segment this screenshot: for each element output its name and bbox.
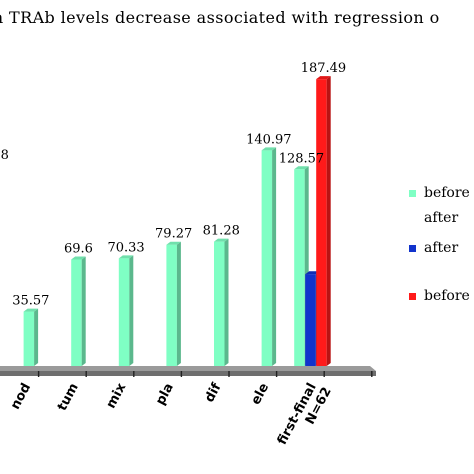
tick-label-6: ele — [249, 381, 273, 408]
tick-label-4: pla — [153, 381, 177, 408]
bar-pla-0 — [166, 241, 181, 366]
bar-dif-0 — [214, 238, 229, 366]
legend-label: after — [424, 210, 458, 226]
legend-label: before — [424, 288, 470, 304]
legend-swatch — [409, 293, 416, 300]
chart-title: m TRAb levels decrease associated with r… — [0, 8, 440, 27]
legend-swatch — [409, 190, 416, 197]
bar-ele-0 — [261, 147, 277, 366]
bar-mix-0 — [118, 255, 134, 366]
bar-nod-0 — [23, 308, 39, 366]
tick-label-2: tum — [55, 381, 82, 414]
value-label: 81.28 — [203, 224, 240, 239]
value-label: 130.8 — [0, 148, 9, 163]
bar-tum-0 — [71, 256, 86, 366]
tick-label-3: mix — [104, 380, 130, 411]
bars — [23, 76, 331, 367]
value-label: 35.57 — [12, 294, 49, 309]
tick-label-1: nod — [8, 381, 34, 412]
value-label: 187.49 — [301, 61, 347, 76]
value-label: 140.97 — [246, 132, 292, 147]
tick-label-5: dif — [202, 381, 225, 405]
value-label: 70.33 — [107, 240, 144, 255]
legend-label: before — [424, 185, 470, 201]
value-label: 128.57 — [279, 151, 325, 166]
legend-swatch — [409, 245, 416, 252]
floor-front — [0, 371, 376, 376]
floor-top — [0, 366, 376, 371]
plot-floor — [0, 366, 376, 377]
legend-label: after — [424, 240, 458, 256]
value-label: 79.27 — [155, 227, 192, 242]
legend: before after after before — [409, 185, 470, 304]
bar-first-final-2 — [316, 76, 331, 367]
value-label: 69.6 — [64, 242, 93, 257]
value-labels: .4130.835.5769.670.3379.2781.28140.97128… — [0, 61, 346, 308]
